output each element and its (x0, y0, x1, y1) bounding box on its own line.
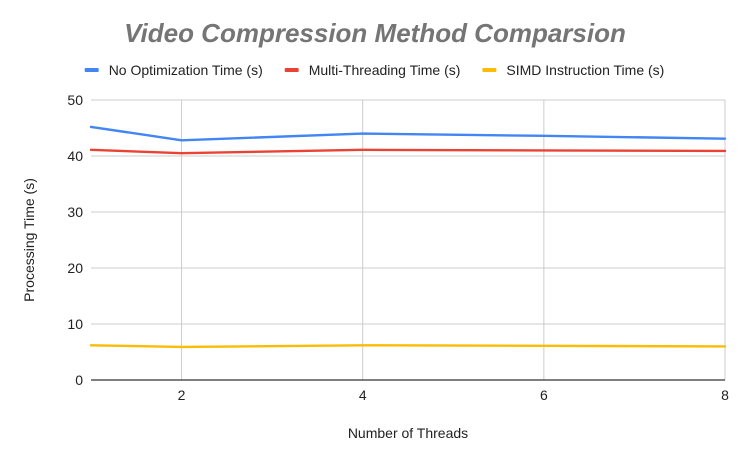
legend-label: Multi-Threading Time (s) (309, 62, 461, 78)
y-tick-labels: 0 10 20 30 40 50 (67, 92, 83, 388)
legend-item: No Optimization Time (s) (84, 62, 263, 78)
x-tick-labels: 2 4 6 8 (178, 387, 729, 403)
series-line (89, 125, 727, 142)
x-axis-label: Number of Threads (348, 425, 468, 441)
legend-item: SIMD Instruction Time (s) (482, 62, 664, 78)
legend-label: No Optimization Time (s) (109, 62, 263, 78)
y-tick-label: 50 (67, 92, 83, 108)
y-tick-label: 0 (75, 372, 83, 388)
y-axis-label: Processing Time (s) (21, 178, 37, 302)
y-tick-label: 20 (67, 260, 83, 276)
y-tick-label: 10 (67, 316, 83, 332)
vertical-gridlines (181, 100, 726, 380)
series-line (89, 148, 727, 155)
legend-swatch (284, 68, 299, 72)
x-tick-label: 4 (359, 387, 367, 403)
series-line (89, 344, 727, 349)
horizontal-gridlines (91, 99, 725, 325)
legend-swatch (84, 68, 99, 72)
legend-item: Multi-Threading Time (s) (284, 62, 461, 78)
y-tick-label: 30 (67, 204, 83, 220)
series-lines (89, 125, 727, 349)
legend: No Optimization Time (s) Multi-Threading … (84, 62, 664, 78)
chart-title: Video Compression Method Comparsion (124, 18, 626, 48)
x-tick-label: 8 (721, 387, 729, 403)
x-tick-label: 6 (540, 387, 548, 403)
x-tick-label: 2 (178, 387, 186, 403)
legend-label: SIMD Instruction Time (s) (506, 62, 664, 78)
legend-swatch (482, 68, 497, 72)
y-tick-label: 40 (67, 148, 83, 164)
